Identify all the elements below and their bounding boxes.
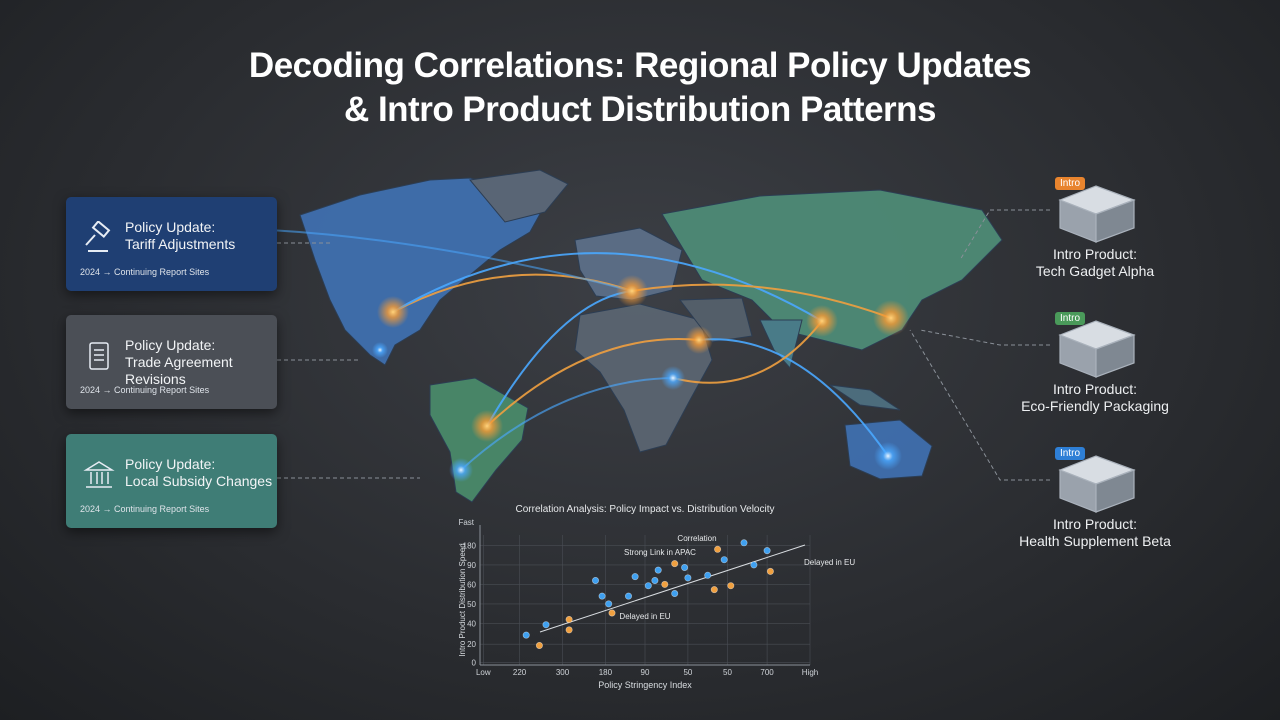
- product-name: Tech Gadget Alpha: [1035, 263, 1155, 279]
- title-line: & Intro Product Distribution Patterns: [343, 90, 937, 129]
- card-subtitle: Tariff Adjustments: [125, 236, 236, 252]
- product-box-icon: [1058, 185, 1136, 243]
- product-badge: Intro: [1055, 177, 1086, 190]
- product-label: Intro Product: Health Supplement Beta: [1005, 516, 1185, 550]
- product-box-icon: [1058, 455, 1136, 513]
- product-title: Intro Product:: [1052, 516, 1138, 532]
- card-title: Policy Update:: [125, 456, 216, 472]
- product-title: Intro Product:: [1052, 381, 1138, 397]
- product-label: Intro Product: Tech Gadget Alpha: [1005, 246, 1185, 280]
- card-date: 2024 → Continuing Report Sites: [80, 385, 210, 395]
- scroll-icon: [89, 342, 109, 370]
- product-name: Eco-Friendly Packaging: [1021, 398, 1169, 414]
- card-subtitle: Trade Agreement: [125, 354, 233, 370]
- gavel-icon: [85, 221, 111, 252]
- title-line: Decoding Correlations: Regional Policy U…: [248, 46, 1032, 85]
- card-date: 2024 → Continuing Report Sites: [80, 504, 210, 514]
- card-subtitle: Local Subsidy Changes: [125, 473, 273, 489]
- building-icon: [83, 461, 115, 488]
- product-badge: Intro: [1055, 447, 1086, 460]
- policy-card: Policy Update: Tariff Adjustments 2024 → …: [66, 197, 277, 291]
- card-title: Policy Update:: [125, 337, 216, 353]
- policy-card: Policy Update: Trade Agreement Revisions 2…: [66, 315, 277, 409]
- product-title: Intro Product:: [1052, 246, 1138, 262]
- card-title: Policy Update:: [125, 219, 216, 235]
- product-box-icon: [1058, 320, 1136, 378]
- product-name: Health Supplement Beta: [1019, 533, 1171, 549]
- product-label: Intro Product: Eco-Friendly Packaging: [1005, 381, 1185, 415]
- product-badge: Intro: [1055, 312, 1086, 325]
- card-date: 2024 → Continuing Report Sites: [80, 267, 210, 277]
- policy-card: Policy Update: Local Subsidy Changes 2024…: [66, 434, 277, 528]
- title: Decoding Correlations: Regional Policy U…: [0, 44, 1280, 132]
- card-subtitle: Revisions: [125, 371, 186, 387]
